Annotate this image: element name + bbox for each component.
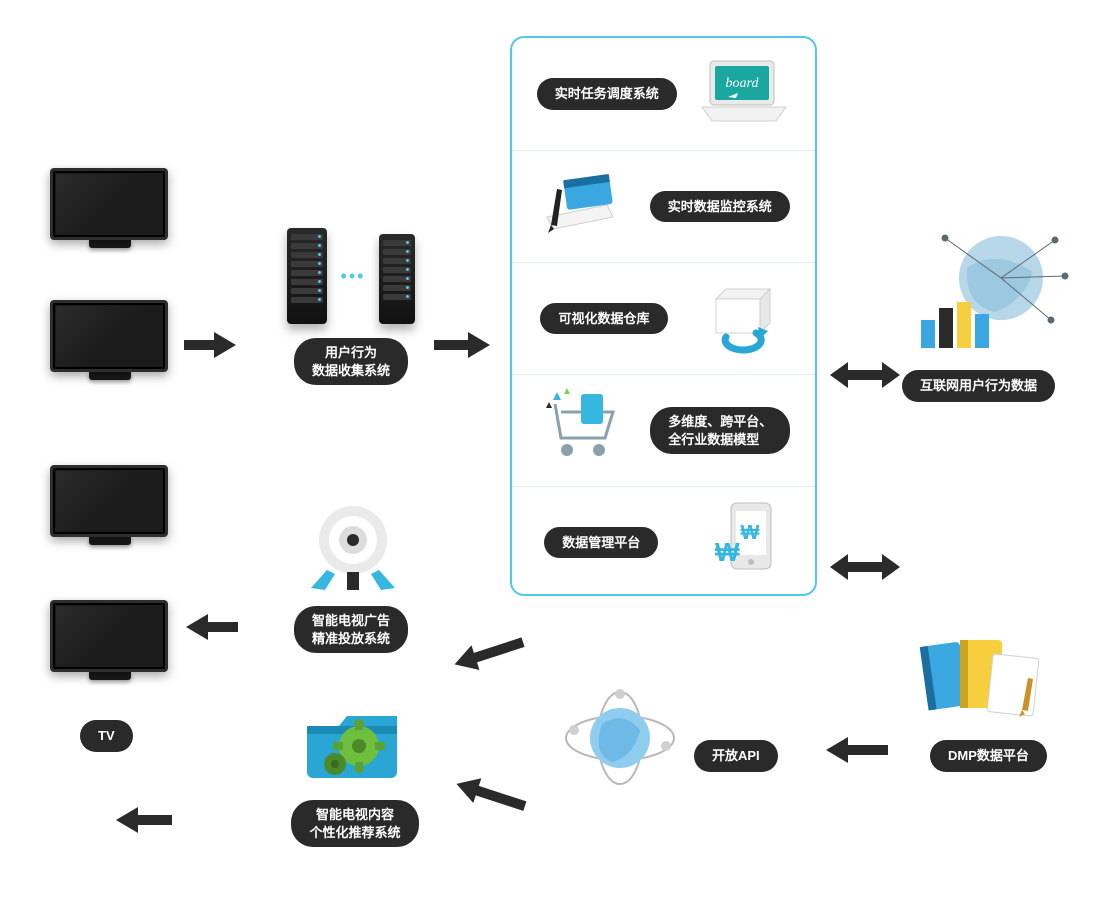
center-systems-box: 实时任务调度系统 board 实时数据监控系统 可视化数据仓库 <box>510 36 817 596</box>
center-row3-l1: 多维度、跨平台、 <box>668 414 772 429</box>
server-racks-icon: ••• <box>276 228 426 324</box>
api-label: 开放API <box>694 740 778 772</box>
center-row-0: 实时任务调度系统 board <box>512 38 815 150</box>
arrow-tv-to-collector <box>182 330 240 360</box>
globe-orbit-icon <box>560 688 680 793</box>
arrow-api-to-rec <box>436 768 532 824</box>
center-row3-l2: 全行业数据模型 <box>668 432 759 447</box>
ad-system-label: 智能电视广告 精准投放系统 <box>276 606 426 653</box>
arrow-ad-to-tv <box>180 612 238 642</box>
tv-label-pill: TV <box>80 720 133 752</box>
center-row1-label: 实时数据监控系统 <box>650 191 790 223</box>
phone-won-icon: ₩ ₩ <box>695 499 783 586</box>
cart-stars-icon <box>537 388 629 473</box>
collector-label: 用户行为 数据收集系统 <box>276 338 426 385</box>
svg-text:₩: ₩ <box>715 537 740 567</box>
center-row-1: 实时数据监控系统 <box>512 150 815 262</box>
folder-gear-icon <box>282 698 432 799</box>
center-row0-label: 实时任务调度系统 <box>537 78 677 110</box>
center-row2-label: 可视化数据仓库 <box>540 303 667 335</box>
box-refresh-icon <box>696 277 786 360</box>
arrow-dmp-to-api <box>818 735 888 765</box>
laptop-board-icon: board <box>698 57 790 132</box>
ad-system-pill: 智能电视广告 精准投放系统 <box>294 606 408 653</box>
dmp-label: DMP数据平台 <box>930 740 1047 772</box>
rec-line1: 智能电视内容 <box>316 807 394 822</box>
collector-line2: 数据收集系统 <box>312 363 390 378</box>
ad-line2: 精准投放系统 <box>312 631 390 646</box>
rec-system-label: 智能电视内容 个性化推荐系统 <box>270 800 440 847</box>
center-row3-label: 多维度、跨平台、 全行业数据模型 <box>650 407 790 454</box>
globe-charts-icon <box>905 224 1075 359</box>
arrow-rec-to-tvlabel <box>110 805 172 835</box>
svg-text:board: board <box>726 76 760 91</box>
collector-pill: 用户行为 数据收集系统 <box>294 338 408 385</box>
internet-data-label: 互联网用户行为数据 <box>902 370 1055 402</box>
tv-icon-3 <box>50 465 170 547</box>
binders-icon <box>910 630 1050 733</box>
internet-data-pill: 互联网用户行为数据 <box>902 370 1055 402</box>
center-row-4: 数据管理平台 ₩ ₩ <box>512 486 815 598</box>
tv-icon-4 <box>50 600 170 682</box>
rec-system-pill: 智能电视内容 个性化推荐系统 <box>291 800 418 847</box>
api-pill: 开放API <box>694 740 778 772</box>
dmp-pill: DMP数据平台 <box>930 740 1047 772</box>
ad-line1: 智能电视广告 <box>312 613 390 628</box>
arrow-center-internet-bidir <box>830 360 900 390</box>
tv-icon-2 <box>50 300 170 382</box>
tv-cluster-label: TV <box>80 720 133 752</box>
rec-line2: 个性化推荐系统 <box>309 825 400 840</box>
arrow-center-dmp-bidir <box>830 552 900 582</box>
svg-text:₩: ₩ <box>740 522 759 544</box>
tv-icon-1 <box>50 168 170 250</box>
collector-line1: 用户行为 <box>325 345 377 360</box>
arrow-collector-to-center <box>432 330 494 360</box>
arrow-api-to-ad <box>436 630 532 686</box>
center-row4-label: 数据管理平台 <box>544 527 658 559</box>
target-broadcast-icon <box>278 500 428 605</box>
card-pen-icon <box>537 167 627 246</box>
center-row-3: 多维度、跨平台、 全行业数据模型 <box>512 374 815 486</box>
center-row-2: 可视化数据仓库 <box>512 262 815 374</box>
